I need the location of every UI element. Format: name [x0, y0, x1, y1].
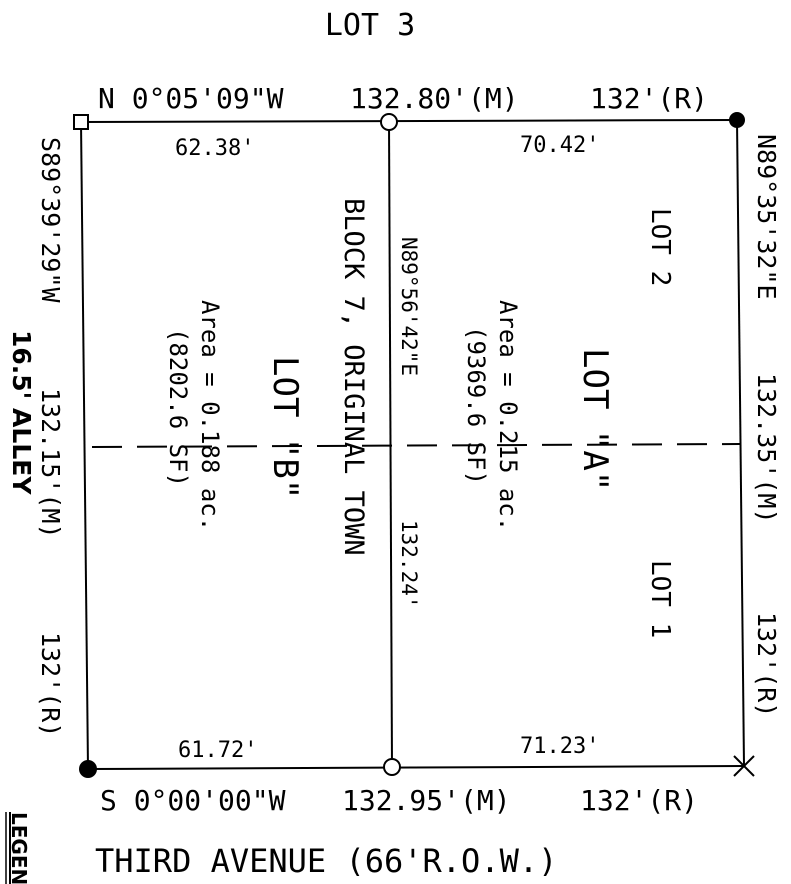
corner-x-marker	[733, 755, 755, 777]
center-bearing: N89°56'42"E	[397, 237, 421, 376]
west-boundary-line	[80, 121, 89, 770]
south-record: 132'(R)	[580, 784, 698, 817]
block-label: BLOCK 7, ORIGINAL TOWN	[338, 198, 369, 556]
south-boundary-line	[87, 765, 745, 770]
lot3-label: LOT 3	[325, 8, 415, 43]
north-measured: 132.80'(M)	[350, 82, 519, 115]
lot-a-label: LOT "A"	[575, 348, 615, 491]
north-record: 132'(R)	[590, 82, 708, 115]
corner-open-marker-north	[380, 113, 398, 131]
south-bearing: S 0°00'00"W	[100, 784, 286, 817]
corner-open-marker-south	[383, 758, 401, 776]
east-record: 132'(R)	[752, 612, 781, 717]
east-measured: 132.35'(M)	[752, 373, 781, 524]
lot-b-sf: (8202.6 SF)	[164, 328, 192, 487]
street-name: THIRD AVENUE (66'R.O.W.)	[95, 842, 557, 880]
lot1-label: LOT 1	[645, 560, 675, 638]
west-bearing: S89°39'29"W	[36, 137, 65, 304]
south-right-segment: 71.23'	[520, 734, 599, 759]
corner-square-marker	[73, 114, 89, 130]
legend-label: LEGEN	[7, 812, 31, 884]
west-measured: 132.15'(M)	[36, 388, 65, 539]
south-left-segment: 61.72'	[178, 738, 257, 763]
corner-filled-marker-sw	[79, 760, 97, 778]
center-division-line	[388, 121, 393, 768]
lot-dashed-line	[91, 443, 741, 448]
lot-a-area: Area = 0.215 ac.	[494, 300, 522, 531]
lot-a-sf: (9369.6 SF)	[462, 326, 490, 485]
south-measured: 132.95'(M)	[342, 784, 511, 817]
lot-b-label: LOT "B"	[265, 356, 305, 499]
lot2-label: LOT 2	[645, 208, 675, 286]
west-record: 132'(R)	[36, 632, 65, 737]
north-boundary-line	[80, 119, 738, 123]
north-right-segment: 70.42'	[520, 133, 599, 158]
east-boundary-line	[736, 119, 745, 767]
east-bearing: N89°35'32"E	[752, 134, 781, 300]
north-bearing: N 0°05'09"W	[98, 82, 284, 115]
corner-filled-marker-ne	[729, 112, 745, 128]
center-length: 132.24'	[397, 520, 421, 609]
alley-label: 16.5' ALLEY	[7, 330, 36, 495]
lot-b-area: Area = 0.188 ac.	[196, 300, 224, 531]
north-left-segment: 62.38'	[175, 136, 254, 161]
